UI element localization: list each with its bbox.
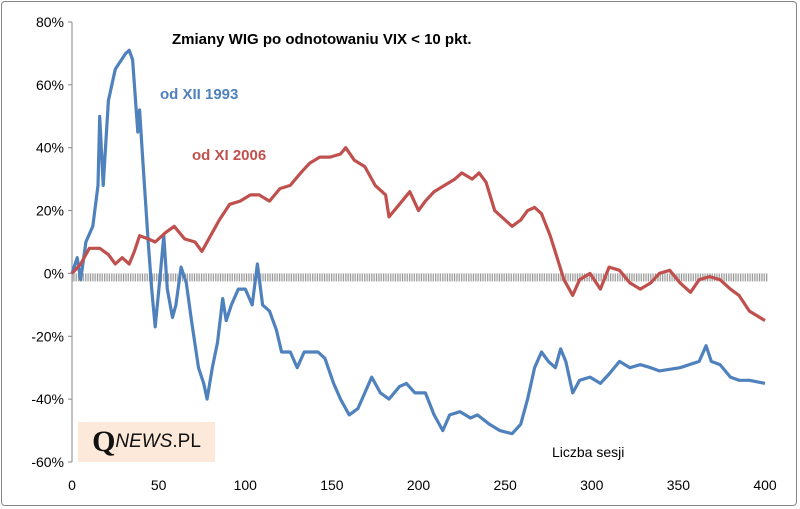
series-label-1993: od XII 1993	[160, 86, 238, 103]
y-tick-label: 60%	[36, 77, 64, 93]
x-tick-label: 250	[493, 477, 517, 493]
x-axis-zero-line	[72, 273, 768, 282]
y-tick-label: 80%	[36, 14, 64, 30]
y-tick-label: -60%	[31, 454, 64, 470]
x-tick-label: 100	[234, 477, 258, 493]
x-axis-label: Liczba sesji	[552, 444, 624, 460]
logo-news: NEWS	[115, 431, 173, 452]
series-line-1	[70, 146, 766, 322]
x-tick-label: 150	[320, 477, 344, 493]
y-tick-label: 40%	[36, 140, 64, 156]
chart-title: Zmiany WIG po odnotowaniu VIX < 10 pkt.	[172, 31, 472, 48]
x-tick-label: 0	[68, 477, 76, 493]
y-tick-label: -40%	[31, 391, 64, 407]
logo-pl: .PL	[172, 431, 201, 452]
x-tick-label: 200	[407, 477, 431, 493]
x-tick-label: 400	[753, 477, 777, 493]
x-tick-label: 300	[580, 477, 604, 493]
y-tick-label: -20%	[31, 328, 64, 344]
qnews-logo: Q NEWS .PL	[78, 422, 215, 462]
y-tick-label: 20%	[36, 203, 64, 219]
series-label-2006: od XI 2006	[192, 147, 266, 164]
series-line-0	[70, 48, 766, 436]
logo-q: Q	[92, 425, 116, 458]
x-tick-label: 50	[151, 477, 167, 493]
x-tick-label: 350	[667, 477, 691, 493]
y-tick-label: 0%	[44, 265, 64, 281]
